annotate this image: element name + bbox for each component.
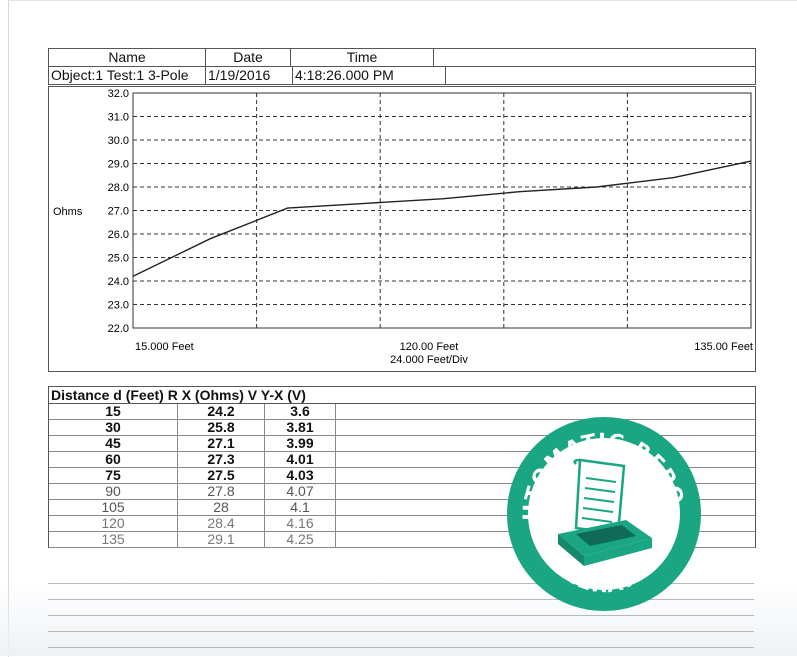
header-time-value: 4:18:26.000 PM: [292, 67, 445, 84]
voltage-cell: 4.16: [264, 516, 335, 531]
header-date-value: 1/19/2016: [205, 67, 292, 84]
empty-cell: [335, 484, 755, 499]
y-axis-label: Ohms: [53, 206, 83, 218]
distance-cell: 135: [101, 531, 125, 547]
empty-row: [48, 584, 754, 600]
voltage-cell: 3.99: [264, 436, 335, 451]
y-tick-label: 25.0: [108, 253, 129, 265]
x-label-right: 135.00 Feet: [694, 341, 753, 353]
resistance-cell: 27.3: [177, 452, 264, 467]
empty-row: [48, 600, 754, 616]
empty-cell: [335, 468, 755, 483]
voltage-cell: 4.07: [264, 484, 335, 499]
y-tick-label: 24.0: [108, 276, 129, 288]
automatic-report-stamp: AUTOMATIC REPORT GENERATION: [506, 416, 701, 611]
series-line: [132, 160, 752, 277]
table-row: 120 28.4 4.16: [49, 516, 755, 532]
y-tick-label: 29.0: [108, 159, 129, 171]
empty-cell: [335, 500, 755, 515]
table-row: 135 29.1 4.25: [49, 532, 755, 548]
x-label-center: 120.00 Feet: [400, 341, 459, 353]
y-tick-label: 22.0: [108, 323, 129, 335]
y-tick-label: 31.0: [108, 112, 129, 124]
empty-cell: [335, 420, 755, 435]
empty-row: [48, 568, 754, 584]
x-label-left: 15.000 Feet: [135, 341, 194, 353]
voltage-cell: 4.25: [264, 532, 335, 547]
distance-cell: 60: [105, 451, 121, 467]
resistance-cell: 24.2: [177, 404, 264, 419]
y-tick-label: 27.0: [108, 206, 129, 218]
voltage-cell: 3.6: [264, 404, 335, 419]
x-label-division: 24.000 Feet/Div: [390, 354, 468, 366]
y-tick-label: 26.0: [108, 229, 129, 241]
resistance-cell: 27.5: [177, 468, 264, 483]
resistance-chart: 32.0 31.0 30.0 29.0 28.0 27.0 26.0 25.0 24.0 23.0…: [48, 86, 756, 372]
voltage-cell: 3.81: [264, 420, 335, 435]
header-values-row: Object:1 Test:1 3-Pole 1/19/2016 4:18:26…: [49, 66, 755, 84]
empty-table-rows: [48, 568, 754, 648]
header-name-value: Object:1 Test:1 3-Pole: [51, 67, 189, 83]
empty-cell: [335, 436, 755, 451]
distance-cell: 45: [105, 435, 121, 451]
distance-cell: 15: [105, 403, 121, 419]
empty-cell: [335, 532, 755, 547]
header-date-label: Date: [205, 49, 290, 66]
empty-cell: [335, 516, 755, 531]
table-row: 15 24.2 3.6: [49, 404, 755, 420]
resistance-cell: 25.8: [177, 420, 264, 435]
resistance-cell: 28: [177, 500, 264, 515]
table-header-row: Distance d (Feet) R X (Ohms) V Y-X (V): [49, 387, 755, 404]
y-tick-label: 23.0: [108, 300, 129, 312]
distance-cell: 75: [105, 467, 121, 483]
empty-cell: [335, 452, 755, 467]
table-row: 45 27.1 3.99: [49, 436, 755, 452]
bottom-fade: [0, 581, 797, 656]
header-time-label: Time: [290, 49, 433, 66]
table-row: 30 25.8 3.81: [49, 420, 755, 436]
empty-cell: [335, 404, 755, 419]
resistance-cell: 28.4: [177, 516, 264, 531]
table-row: 60 27.3 4.01: [49, 452, 755, 468]
header-labels-row: Name Date Time: [49, 49, 755, 66]
distance-cell: 120: [101, 515, 125, 531]
resistance-cell: 29.1: [177, 532, 264, 547]
y-tick-label: 30.0: [108, 135, 129, 147]
y-tick-label: 28.0: [108, 182, 129, 194]
voltage-cell: 4.01: [264, 452, 335, 467]
voltage-cell: 4.03: [264, 468, 335, 483]
header-name-label: Name: [108, 49, 146, 65]
resistance-cell: 27.1: [177, 436, 264, 451]
report-header-table: Name Date Time Object:1 Test:1 3-Pole 1/…: [48, 48, 756, 85]
header-empty-cell: [433, 49, 755, 66]
chart-svg: 32.0 31.0 30.0 29.0 28.0 27.0 26.0 25.0 24.0 23.0…: [53, 88, 753, 366]
distance-cell: 90: [105, 483, 121, 499]
table-row: 90 27.8 4.07: [49, 484, 755, 500]
voltage-cell: 4.1: [264, 500, 335, 515]
table-row: 105 28 4.1: [49, 500, 755, 516]
empty-row: [48, 632, 754, 648]
y-tick-label: 32.0: [108, 88, 129, 100]
printer-report-icon: [558, 458, 652, 566]
table-row: 75 27.5 4.03: [49, 468, 755, 484]
resistance-cell: 27.8: [177, 484, 264, 499]
distance-cell: 105: [101, 499, 125, 515]
empty-row: [48, 616, 754, 632]
table-header-text: Distance d (Feet) R X (Ohms) V Y-X (V): [51, 387, 306, 403]
header-empty-cell: [445, 67, 755, 84]
data-table: Distance d (Feet) R X (Ohms) V Y-X (V) 1…: [48, 386, 756, 548]
distance-cell: 30: [105, 419, 121, 435]
